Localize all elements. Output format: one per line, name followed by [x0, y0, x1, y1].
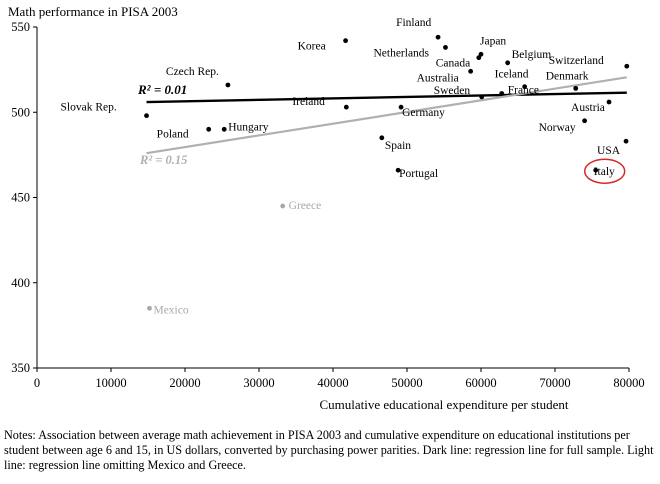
point-italy [593, 167, 599, 173]
point-portugal [395, 167, 401, 173]
chart-notes: Notes: Association between average math … [4, 428, 654, 472]
point-label-denmark: Denmark [546, 70, 589, 82]
point-label-netherlands: Netherlands [373, 47, 429, 59]
point-canada [476, 55, 482, 61]
regression-lines: R² = 0.01 R² = 0.15 [137, 76, 627, 167]
point-hungary [221, 126, 227, 132]
highlight-circle [583, 158, 626, 184]
point-label-italy: Italy [594, 166, 615, 178]
point-label-australia: Australia [417, 72, 459, 84]
data-points: Slovak Rep. Czech Rep. Poland Hungary Korea I… [61, 17, 630, 316]
point-label-switzerland: Switzerland [549, 55, 604, 67]
x-tick-label: 10000 [95, 376, 126, 390]
y-tick-label: 550 [11, 20, 30, 34]
point-label-austria: Austria [571, 102, 605, 114]
regression-line-omitting-outliers [146, 76, 627, 155]
x-tick-label: 80000 [613, 376, 644, 390]
point-label-mexico: Mexico [153, 304, 188, 316]
point-label-ireland: Ireland [292, 96, 325, 108]
point-finland [435, 34, 441, 40]
point-sweden [479, 94, 485, 100]
point-label-spain: Spain [385, 140, 411, 152]
x-tick-label: 60000 [465, 376, 496, 390]
y-tick-label: 500 [11, 105, 30, 119]
point-label-portugal: Portugal [399, 168, 438, 180]
point-austria [606, 99, 612, 105]
point-greece [280, 203, 286, 209]
point-label-slovak-rep: Slovak Rep. [61, 102, 117, 114]
x-tick-label: 40000 [317, 376, 348, 390]
point-denmark [573, 85, 579, 91]
point-label-canada: Canada [436, 58, 470, 70]
point-poland [206, 126, 212, 132]
point-label-japan: Japan [480, 35, 506, 47]
point-label-sweden: Sweden [434, 85, 471, 97]
point-spain [379, 135, 385, 141]
point-australia [468, 68, 474, 74]
point-label-greece: Greece [289, 200, 322, 212]
point-label-france: France [508, 84, 539, 96]
point-norway [582, 118, 587, 124]
point-label-finland: Finland [396, 17, 431, 29]
point-slovak-rep [144, 113, 149, 119]
point-netherlands [443, 45, 448, 50]
point-label-iceland: Iceland [495, 69, 529, 81]
x-tick-label: 0 [34, 376, 40, 390]
axes: 350 400 450 500 550 0 10000 20000 30000 40000 5000… [11, 20, 644, 390]
x-axis-label: Cumulative educational expenditure per s… [319, 397, 568, 412]
point-label-norway: Norway [539, 122, 576, 134]
point-japan [478, 51, 484, 57]
point-label-poland: Poland [157, 128, 189, 140]
point-mexico [147, 305, 152, 311]
x-tick-label: 50000 [391, 376, 422, 390]
point-germany [398, 104, 404, 110]
x-tick-label: 20000 [169, 376, 200, 390]
point-label-germany: Germany [402, 107, 445, 119]
x-tick-label: 70000 [539, 376, 570, 390]
y-tick-label: 450 [11, 191, 30, 205]
point-france [499, 91, 505, 96]
point-label-czech-rep: Czech Rep. [166, 66, 219, 78]
point-label-belgium: Belgium [512, 49, 552, 61]
regression-line-full-sample [146, 91, 627, 104]
point-label-korea: Korea [298, 41, 326, 53]
r-squared-label: R² = 0.15 [139, 153, 187, 167]
y-tick-label: 350 [11, 361, 30, 375]
point-label-hungary: Hungary [228, 121, 268, 133]
point-usa [623, 138, 629, 144]
point-belgium [505, 60, 511, 66]
point-switzerland [624, 63, 630, 69]
r-squared-label: R² = 0.01 [137, 82, 187, 97]
point-czech-rep [225, 82, 231, 88]
scatter-chart: 350 400 450 500 550 0 10000 20000 30000 40000 5000… [8, 4, 645, 412]
point-label-usa: USA [597, 145, 621, 157]
y-axis-label: Math performance in PISA 2003 [8, 4, 178, 19]
x-tick-label: 30000 [243, 376, 274, 390]
point-korea [343, 38, 348, 44]
point-iceland [522, 84, 528, 90]
point-ireland [343, 104, 349, 110]
y-tick-label: 400 [11, 276, 30, 290]
